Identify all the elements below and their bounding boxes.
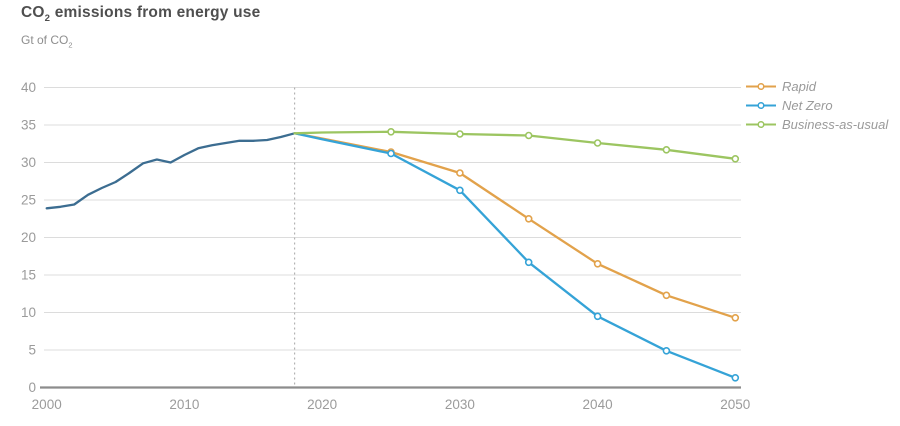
marker-rapid-2040 — [593, 259, 602, 268]
chart-title-text-rest: emissions from energy use — [50, 4, 261, 21]
legend-item-rapid: Rapid — [746, 77, 888, 96]
marker-business-as-usual-2040 — [593, 139, 602, 147]
chart-title-subscript: 2 — [44, 13, 51, 25]
marker-rapid-2050 — [731, 313, 740, 322]
marker-business-as-usual-2035 — [524, 131, 533, 140]
legend-marker-icon — [757, 101, 765, 110]
series-line-history — [45, 132, 296, 210]
marker-rapid-2045 — [662, 291, 671, 300]
legend-label-net-zero: Net Zero — [782, 98, 833, 113]
chart-title: CO2 emissions from energy use — [21, 4, 260, 24]
y-tick-label-0: 0 — [28, 380, 36, 395]
y-tick-label-35: 35 — [21, 118, 36, 133]
chart-legend: Rapid Net Zero Business-as-usual — [746, 77, 888, 134]
x-tick-label-2010: 2010 — [169, 397, 199, 412]
legend-swatch-business-as-usual — [746, 120, 776, 129]
x-tick-label-2020: 2020 — [307, 397, 337, 412]
marker-net-zero-2030 — [456, 186, 464, 195]
marker-net-zero-2040 — [593, 312, 602, 321]
y-tick-label-5: 5 — [28, 343, 36, 358]
x-tick-label-2030: 2030 — [445, 397, 475, 412]
legend-marker-icon — [757, 82, 765, 91]
chart-unit-label: Gt of CO2 — [21, 33, 72, 49]
x-tick-label-2000: 2000 — [32, 397, 62, 412]
legend-swatch-rapid — [746, 82, 776, 91]
marker-rapid-2030 — [456, 169, 464, 177]
x-tick-label-2040: 2040 — [583, 397, 613, 412]
legend-item-net-zero: Net Zero — [746, 96, 888, 115]
x-tick-label-2050: 2050 — [720, 397, 750, 412]
marker-net-zero-2035 — [524, 258, 533, 267]
marker-net-zero-2045 — [662, 346, 671, 355]
marker-net-zero-2025 — [387, 149, 395, 158]
marker-business-as-usual-2045 — [662, 146, 671, 154]
marker-business-as-usual-2025 — [387, 128, 395, 136]
y-tick-label-20: 20 — [21, 230, 36, 245]
y-tick-label-40: 40 — [21, 80, 36, 95]
y-tick-label-25: 25 — [21, 193, 36, 208]
y-tick-label-15: 15 — [21, 268, 36, 283]
marker-business-as-usual-2050 — [731, 155, 740, 163]
legend-swatch-net-zero — [746, 101, 776, 110]
marker-net-zero-2050 — [731, 373, 740, 382]
chart-title-text: CO — [21, 4, 45, 21]
chart-unit-text: Gt of CO — [21, 33, 69, 47]
chart-unit-subscript: 2 — [68, 40, 73, 50]
legend-marker-icon — [757, 120, 765, 129]
series-line-rapid — [293, 132, 737, 319]
marker-rapid-2035 — [524, 215, 533, 223]
marker-business-as-usual-2030 — [456, 130, 464, 138]
legend-label-rapid: Rapid — [782, 79, 816, 94]
y-tick-label-30: 30 — [21, 155, 36, 170]
y-tick-label-10: 10 — [21, 305, 36, 320]
legend-item-business-as-usual: Business-as-usual — [746, 115, 888, 134]
legend-label-business-as-usual: Business-as-usual — [782, 117, 889, 132]
series-line-net-zero — [293, 132, 737, 379]
series-line-business-as-usual — [293, 130, 737, 160]
